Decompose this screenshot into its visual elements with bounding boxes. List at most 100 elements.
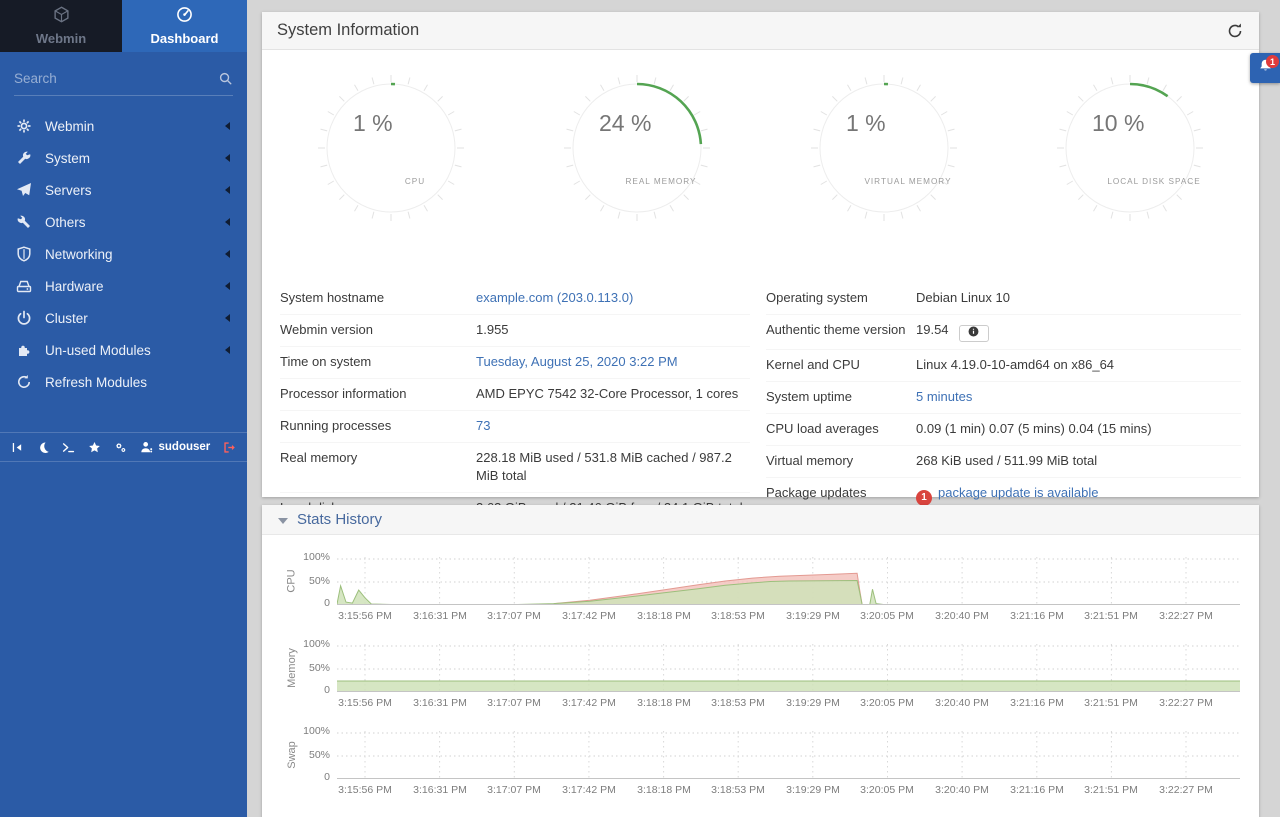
- sidebar-footer: sudouser: [0, 432, 247, 462]
- sidebar-item-networking[interactable]: Networking: [0, 238, 247, 270]
- x-axis-tick-label: 3:18:18 PM: [637, 784, 691, 796]
- x-axis-tick-label: 3:19:29 PM: [786, 697, 840, 709]
- system-information-header: System Information: [262, 12, 1259, 50]
- tab-webmin[interactable]: Webmin: [0, 0, 122, 52]
- info-label: Running processes: [280, 418, 392, 433]
- info-value-link[interactable]: 5 minutes: [916, 388, 973, 404]
- chevron-left-icon: [225, 250, 230, 258]
- main-content: System Information 1 % CPU 24 % REAL MEM…: [247, 0, 1280, 817]
- x-axis-tick-label: 3:18:53 PM: [711, 610, 765, 622]
- chart-swap: Swap 100% 50% 0 3:15:56 PM 3:16:31 PM 3:17:07 …: [286, 725, 1240, 796]
- x-axis-tick-label: 3:21:51 PM: [1084, 697, 1138, 709]
- puzzle-icon: [16, 342, 32, 358]
- notification-count-badge: 1: [1266, 55, 1279, 68]
- info-label: CPU load averages: [766, 420, 879, 436]
- tab-dashboard-label: Dashboard: [150, 31, 219, 46]
- collapse-sidebar-button[interactable]: [11, 441, 24, 454]
- sidebar-item-webmin[interactable]: Webmin: [0, 110, 247, 142]
- stats-history-card: Stats History CPU 100% 50% 0 3:15:56 PM 3:16:…: [262, 505, 1259, 817]
- logout-button[interactable]: [223, 441, 236, 454]
- info-row-processor-information: Processor information AMD EPYC 7542 32-Co…: [280, 379, 750, 411]
- system-information-card: System Information 1 % CPU 24 % REAL MEM…: [262, 12, 1259, 525]
- stats-history-title: Stats History: [297, 511, 383, 528]
- sidebar-item-system[interactable]: System: [0, 142, 247, 174]
- x-axis-tick-label: 3:18:53 PM: [711, 697, 765, 709]
- x-axis-tick-label: 3:16:31 PM: [413, 697, 467, 709]
- settings-button[interactable]: [114, 441, 127, 454]
- x-axis-tick-label: 3:16:31 PM: [413, 610, 467, 622]
- sidebar-item-hardware[interactable]: Hardware: [0, 270, 247, 302]
- sidebar-item-label: System: [45, 150, 91, 166]
- refresh-page-button[interactable]: [1226, 22, 1244, 40]
- gear-icon: [16, 118, 32, 134]
- x-axis-tick-label: 3:15:56 PM: [338, 697, 392, 709]
- sidebar-item-cluster[interactable]: Cluster: [0, 302, 247, 334]
- gauge-label: VIRTUAL MEMORY: [864, 177, 951, 186]
- sidebar-menu: Webmin System Servers Others Networking Hardw…: [0, 110, 247, 398]
- collapse-triangle-icon: [278, 518, 288, 524]
- page-title: System Information: [277, 21, 420, 39]
- gauge-value: 24 %: [599, 110, 651, 136]
- memory-used-green-area: [337, 681, 1240, 692]
- gauge-value: 1 %: [846, 110, 886, 136]
- y-tick-100: 100%: [303, 551, 330, 563]
- chevron-left-icon: [225, 314, 230, 322]
- sidebar-item-others[interactable]: Others: [0, 206, 247, 238]
- info-row-webmin-version: Webmin version 1.955: [280, 315, 750, 347]
- shield-icon: [16, 246, 32, 262]
- notifications-tab[interactable]: 1: [1250, 53, 1280, 83]
- webmin-logo-icon: [53, 6, 70, 28]
- tab-dashboard[interactable]: Dashboard: [122, 0, 247, 52]
- sidebar-item-label: Refresh Modules: [45, 374, 148, 390]
- x-axis-tick-label: 3:19:29 PM: [786, 610, 840, 622]
- info-label: System uptime: [766, 388, 852, 404]
- theme-info-button[interactable]: [958, 324, 989, 342]
- night-mode-button[interactable]: [37, 441, 50, 454]
- favorites-button[interactable]: [88, 441, 101, 454]
- sidebar-item-label: Webmin: [45, 118, 95, 134]
- chevron-left-icon: [225, 186, 230, 194]
- info-value-link[interactable]: Tuesday, August 25, 2020 3:22 PM: [476, 354, 678, 369]
- info-label: Processor information: [280, 386, 407, 401]
- info-value-link[interactable]: package update is available: [938, 484, 1099, 500]
- gauge-label: REAL MEMORY: [626, 177, 697, 186]
- x-axis-tick-label: 3:20:05 PM: [860, 697, 914, 709]
- system-info-table: System hostname example.com (203.0.113.0)…: [280, 283, 1241, 525]
- stats-history-header[interactable]: Stats History: [262, 505, 1259, 535]
- x-axis-tick-label: 3:16:31 PM: [413, 784, 467, 796]
- info-value-link[interactable]: example.com (203.0.113.0): [476, 290, 634, 305]
- chart-plot-area: [337, 644, 1240, 692]
- tab-webmin-label: Webmin: [35, 31, 87, 46]
- search-input[interactable]: [14, 70, 218, 86]
- sidebar-item-refresh-modules[interactable]: Refresh Modules: [0, 366, 247, 398]
- user-menu-button[interactable]: sudouser: [140, 440, 210, 454]
- x-axis-tick-label: 3:20:40 PM: [935, 697, 989, 709]
- x-axis-tick-label: 3:20:40 PM: [935, 610, 989, 622]
- sidebar-item-servers[interactable]: Servers: [0, 174, 247, 206]
- info-label: Time on system: [280, 354, 372, 369]
- package-count-badge: 1: [916, 489, 932, 506]
- system-info-right-column: Operating system Debian Linux 10 Authentic…: [766, 283, 1241, 525]
- y-tick-0: 0: [324, 771, 330, 783]
- info-label: Webmin version: [280, 322, 373, 337]
- info-label: Kernel and CPU: [766, 356, 860, 372]
- info-row-kernel-and-cpu: Kernel and CPU Linux 4.19.0-10-amd64 on x…: [766, 350, 1241, 382]
- info-value: 228.18 MiB used / 531.8 MiB cached / 987…: [476, 450, 732, 483]
- x-axis-tick-label: 3:20:05 PM: [860, 784, 914, 796]
- terminal-button[interactable]: [62, 441, 75, 454]
- info-value-link[interactable]: 73: [476, 418, 491, 433]
- sidebar-item-label: Servers: [45, 182, 92, 198]
- x-axis-tick-label: 3:20:40 PM: [935, 784, 989, 796]
- power-icon: [16, 310, 32, 326]
- chevron-left-icon: [225, 218, 230, 226]
- info-value: 19.54: [916, 322, 949, 337]
- info-row-system-uptime: System uptime 5 minutes: [766, 382, 1241, 414]
- gauges-row: 1 % CPU 24 % REAL MEMORY 1 % VIRTUAL MEM…: [262, 50, 1259, 233]
- info-value: Linux 4.19.0-10-amd64 on x86_64: [916, 356, 1115, 372]
- chevron-left-icon: [225, 122, 230, 130]
- sidebar-item-un-used-modules[interactable]: Un-used Modules: [0, 334, 247, 366]
- info-value: 268 KiB used / 511.99 MiB total: [916, 452, 1098, 468]
- info-label: Operating system: [766, 290, 868, 305]
- info-value: 1.955: [476, 322, 509, 337]
- info-label: Package updates: [766, 484, 867, 500]
